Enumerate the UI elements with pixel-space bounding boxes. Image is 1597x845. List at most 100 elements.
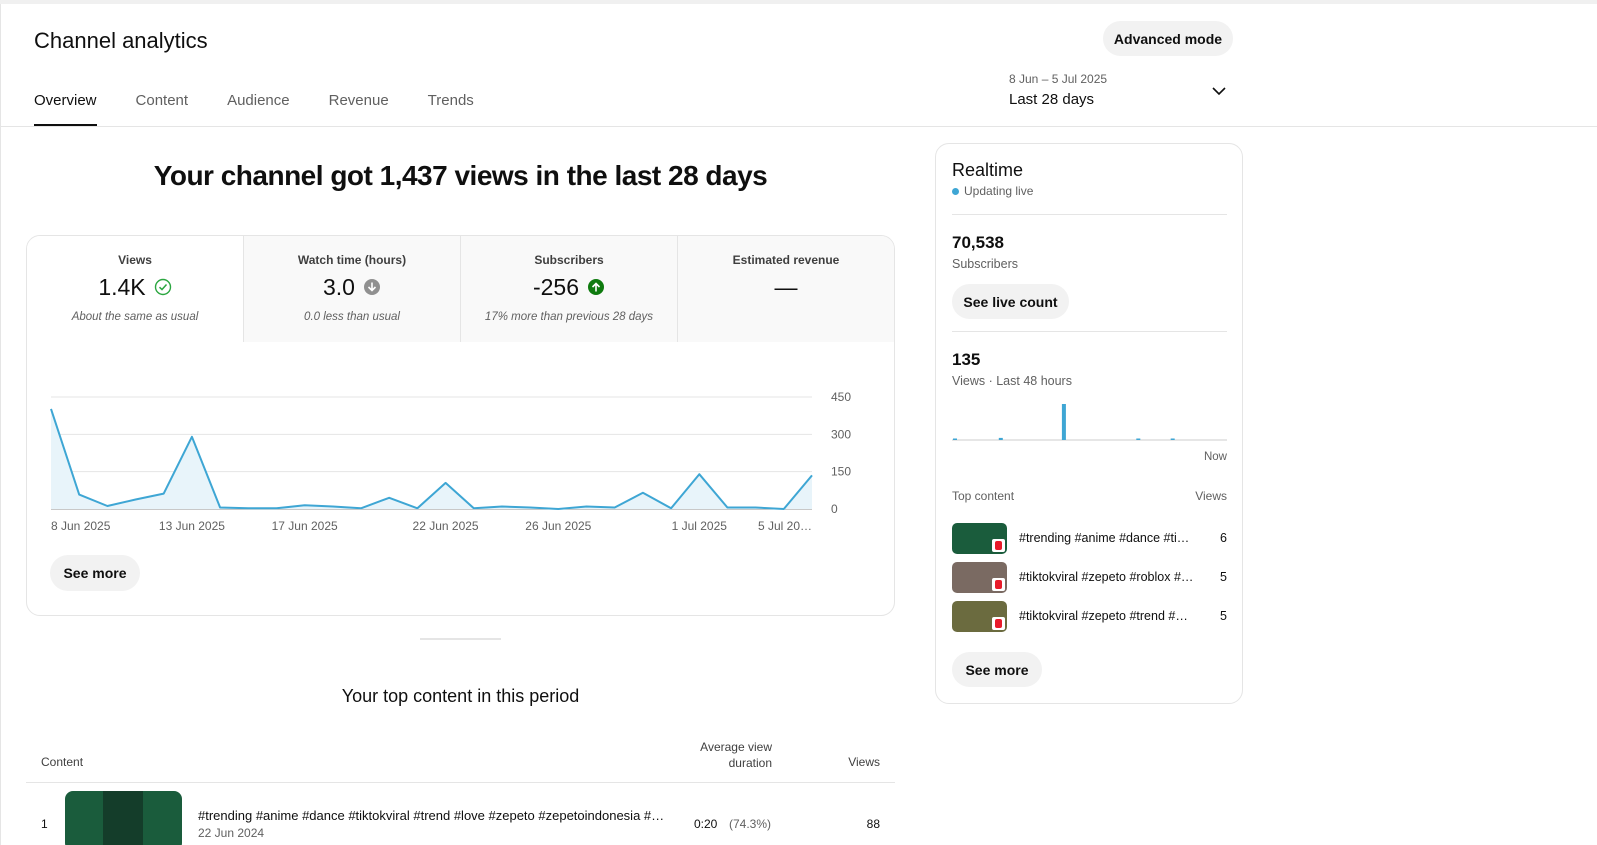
views-chart[interactable]: 0 150 300 450 8 Jun 2025 13 Jun 2025 17 Jun 20… <box>27 342 895 542</box>
tab-content[interactable]: Content <box>135 92 189 109</box>
realtime-bar[interactable] <box>998 437 1003 440</box>
realtime-content-item[interactable]: #trending #anime #dance #tiktokviral 6 <box>952 523 1227 555</box>
x-tick-label: 22 Jun 2025 <box>413 519 479 533</box>
views-headline: Your channel got 1,437 views in the last… <box>153 160 768 191</box>
realtime-bar[interactable] <box>1061 404 1066 440</box>
realtime-card: Realtime Updating live 70,538 Subscriber… <box>935 143 1243 704</box>
series-area <box>51 408 812 509</box>
metric-value-row: 1.4K <box>27 273 243 301</box>
video-date: 22 Jun 2024 <box>198 826 265 840</box>
check-circle-icon <box>154 278 171 296</box>
section-divider <box>420 638 501 640</box>
chevron-down-icon <box>1212 87 1226 96</box>
metric-value: 1.4K <box>98 273 146 300</box>
tab-bar: Overview Content Audience Revenue Trends <box>34 92 513 126</box>
date-range-label: Last 28 days <box>1009 91 1095 108</box>
live-dot-icon <box>952 187 959 195</box>
realtime-item-views: 5 <box>1220 609 1227 623</box>
overview-card: Views 1.4K About the same as usual Watch… <box>26 235 895 616</box>
realtime-bar-chart[interactable] <box>952 399 1227 441</box>
row-avd-percent: (74.3%) <box>729 817 772 831</box>
metric-label: Views <box>118 253 152 267</box>
down-arrow-circle-icon <box>363 279 380 295</box>
metric-value-row: 3.0 <box>244 273 460 301</box>
advanced-mode-button[interactable]: Advanced mode <box>1103 21 1233 56</box>
thumbnail-figure <box>103 791 143 845</box>
realtime-content-item[interactable]: #tiktokviral #zepeto #trend #anime 5 <box>952 601 1227 633</box>
y-tick-label: 450 <box>831 390 851 404</box>
realtime-status-text: Updating live <box>964 184 1034 198</box>
tab-trends[interactable]: Trends <box>427 92 474 109</box>
x-tick-label: 8 Jun 2025 <box>51 519 111 533</box>
left-border <box>0 4 1 845</box>
tab-divider <box>0 126 1597 127</box>
realtime-bar[interactable] <box>1136 438 1141 441</box>
video-thumbnail <box>952 523 1007 554</box>
row-rank: 1 <box>41 817 48 831</box>
metric-subscribers[interactable]: Subscribers -256 17% more than previous … <box>460 236 677 342</box>
see-live-count-button[interactable]: See live count <box>952 284 1069 319</box>
date-range-text: 8 Jun – 5 Jul 2025 <box>1009 72 1108 86</box>
metric-note: 17% more than previous 28 days <box>484 311 654 323</box>
realtime-views-label: Views · Last 48 hours <box>952 374 1072 388</box>
metric-value: 3.0 <box>323 273 355 300</box>
metric-value-row: -256 <box>461 273 677 301</box>
realtime-bar[interactable] <box>1170 438 1175 441</box>
page-title: Channel analytics <box>34 28 208 53</box>
top-content-title: Your top content in this period <box>341 686 580 706</box>
metric-tabs: Views 1.4K About the same as usual Watch… <box>27 236 894 342</box>
metric-views[interactable]: Views 1.4K About the same as usual <box>27 236 243 342</box>
video-thumbnail <box>952 562 1007 593</box>
x-tick-label: 5 Jul 20… <box>758 519 812 533</box>
top-border <box>0 0 1597 4</box>
realtime-title: Realtime <box>952 160 1024 180</box>
realtime-now-label: Now <box>1203 451 1227 463</box>
column-header-avd: Average view duration <box>700 740 772 770</box>
realtime-item-views: 5 <box>1220 570 1227 584</box>
video-thumbnail[interactable] <box>65 791 182 845</box>
video-thumbnail <box>952 601 1007 632</box>
metric-value-row: — <box>678 273 894 301</box>
metric-note: 0.0 less than usual <box>304 311 400 323</box>
shorts-icon <box>992 578 1005 591</box>
realtime-see-more-button[interactable]: See more <box>952 652 1042 687</box>
x-tick-label: 13 Jun 2025 <box>159 519 225 533</box>
realtime-subscribers: 70,538 <box>952 233 1004 252</box>
metric-label: Watch time (hours) <box>297 253 407 267</box>
shorts-icon <box>992 539 1005 552</box>
metric-watch-time[interactable]: Watch time (hours) 3.0 0.0 less than usu… <box>243 236 460 342</box>
realtime-item-views: 6 <box>1220 531 1227 545</box>
metric-label: Estimated revenue <box>732 253 840 267</box>
column-header-content: Content <box>41 755 84 769</box>
video-title[interactable]: #trending #anime #dance #tiktokviral #tr… <box>198 808 668 823</box>
realtime-item-title: #tiktokviral #zepeto #roblox #trend <box>1019 570 1194 584</box>
views-column-label: Views <box>1195 489 1227 503</box>
column-header-views: Views <box>848 755 880 769</box>
realtime-item-title: #tiktokviral #zepeto #trend #anime <box>1019 609 1194 623</box>
tab-audience[interactable]: Audience <box>227 92 290 109</box>
series-line <box>50 408 813 510</box>
date-range-picker[interactable]: 8 Jun – 5 Jul 2025 Last 28 days <box>1009 72 1229 116</box>
y-tick-label: 300 <box>831 427 851 441</box>
up-arrow-circle-icon <box>588 279 605 295</box>
metric-revenue[interactable]: Estimated revenue — <box>677 236 894 342</box>
shorts-icon <box>992 617 1005 630</box>
metric-label: Subscribers <box>534 253 604 267</box>
x-tick-label: 17 Jun 2025 <box>272 519 338 533</box>
realtime-views: 135 <box>952 350 981 369</box>
y-tick-label: 0 <box>831 502 838 516</box>
x-tick-label: 1 Jul 2025 <box>672 519 728 533</box>
tab-revenue[interactable]: Revenue <box>328 92 389 109</box>
realtime-item-title: #trending #anime #dance #tiktokviral <box>1019 531 1194 545</box>
x-tick-label: 26 Jun 2025 <box>525 519 591 533</box>
realtime-content-item[interactable]: #tiktokviral #zepeto #roblox #trend 5 <box>952 562 1227 594</box>
metric-value: — <box>774 273 798 300</box>
divider <box>952 214 1227 215</box>
tab-overview[interactable]: Overview <box>34 92 97 126</box>
overview-see-more-button[interactable]: See more <box>50 555 140 591</box>
top-content-label: Top content <box>952 489 1015 503</box>
realtime-bar[interactable] <box>953 438 957 441</box>
metric-value: -256 <box>532 273 580 300</box>
metric-note: About the same as usual <box>71 311 199 323</box>
